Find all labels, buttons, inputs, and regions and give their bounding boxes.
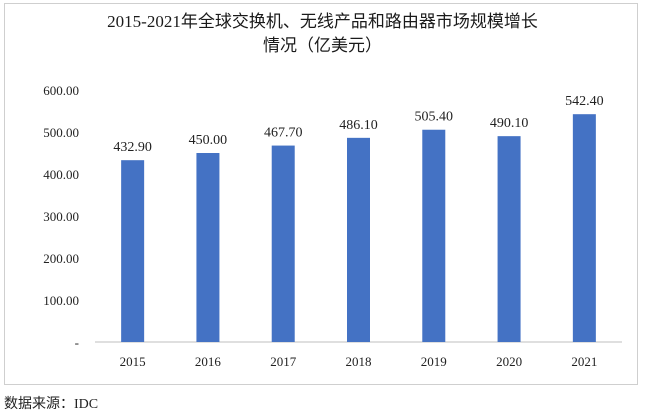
chart-frame (4, 3, 638, 385)
x-tick-label-2018: 2018 (346, 354, 372, 369)
bar-2017 (271, 145, 295, 342)
y-tick-label: - (75, 335, 79, 350)
x-tick-label-2017: 2017 (270, 354, 297, 369)
x-tick-label-2021: 2021 (571, 354, 597, 369)
bar-2015 (121, 160, 145, 342)
x-tick-label-2015: 2015 (120, 354, 146, 369)
data-label-2015: 432.90 (113, 140, 152, 155)
y-tick-label: 600.00 (43, 83, 79, 98)
data-label-2021: 542.40 (565, 94, 604, 109)
data-label-2020: 490.10 (490, 116, 529, 131)
chart-title-line-1: 2015-2021年全球交换机、无线产品和路由器市场规模增长 (107, 12, 538, 31)
bar-2016 (196, 153, 220, 342)
data-label-2018: 486.10 (339, 118, 378, 133)
x-tick-label-2019: 2019 (421, 354, 447, 369)
data-label-2016: 450.00 (189, 133, 228, 148)
bar-2021 (572, 114, 596, 342)
chart-title: 2015-2021年全球交换机、无线产品和路由器市场规模增长 情况（亿美元） (0, 10, 645, 58)
x-tick-label-2016: 2016 (195, 354, 222, 369)
bar-2018 (347, 137, 370, 342)
data-label-2017: 467.70 (264, 126, 303, 141)
chart-title-line-2: 情况（亿美元） (263, 36, 382, 55)
y-tick-label: 200.00 (43, 251, 79, 266)
x-tick-label-2020: 2020 (496, 354, 522, 369)
y-tick-label: 100.00 (43, 293, 79, 308)
bar-2020 (497, 136, 521, 342)
y-tick-label: 300.00 (43, 209, 79, 224)
data-label-2019: 505.40 (415, 110, 454, 125)
y-tick-label: 400.00 (43, 167, 79, 182)
bar-2019 (422, 129, 446, 342)
y-tick-label: 500.00 (43, 125, 79, 140)
source-note: 数据来源：IDC (4, 397, 99, 412)
